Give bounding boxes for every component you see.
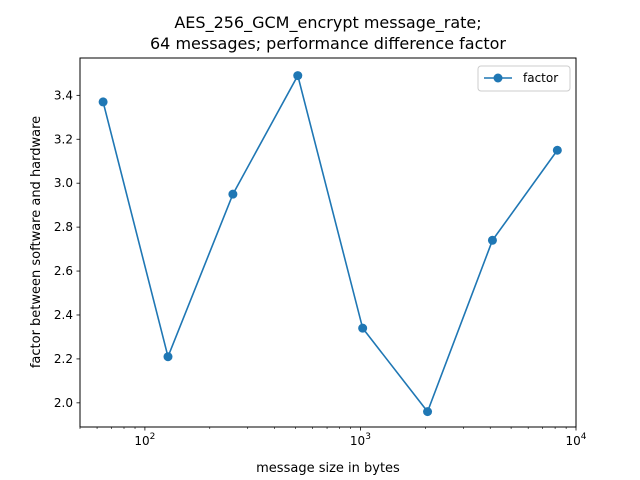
data-point — [293, 71, 303, 81]
x-tick-label: 104 — [565, 432, 586, 448]
y-axis-label: factor between software and hardware — [29, 116, 44, 368]
x-tick-label: 102 — [134, 432, 155, 448]
y-tick-label: 3.4 — [54, 88, 73, 102]
series-line-factor — [102, 73, 558, 414]
chart-title-line-2: 64 messages; performance difference fact… — [150, 34, 506, 53]
data-point — [98, 97, 108, 107]
chart-title-line-1: AES_256_GCM_encrypt message_rate; — [174, 13, 481, 33]
legend-box — [477, 65, 571, 92]
series-layer — [98, 71, 562, 417]
data-point — [487, 235, 497, 245]
y-tick-label: 3.2 — [54, 132, 73, 146]
legend-marker — [493, 73, 503, 83]
data-point — [163, 352, 173, 362]
y-tick-label: 2.4 — [54, 308, 73, 322]
legend-label-factor: factor — [523, 71, 558, 85]
y-tick-label: 2.6 — [54, 264, 73, 278]
x-tick-label: 103 — [350, 432, 371, 448]
x-axis-label: message size in bytes — [256, 461, 400, 476]
y-axis: 2.0 2.2 2.4 2.6 2.8 3.0 3.2 3.4 — [54, 88, 80, 410]
y-tick-label: 3.0 — [54, 176, 73, 190]
y-tick-label: 2.8 — [54, 220, 73, 234]
y-tick-label: 2.0 — [54, 396, 73, 410]
plot-area-frame — [79, 57, 577, 428]
y-tick-label: 2.2 — [54, 352, 73, 366]
x-axis: 102 103 104 — [79, 427, 587, 448]
data-point — [228, 189, 238, 199]
legend: factor — [477, 65, 571, 92]
data-point — [423, 407, 433, 417]
data-point — [358, 323, 368, 333]
data-point — [552, 145, 562, 155]
